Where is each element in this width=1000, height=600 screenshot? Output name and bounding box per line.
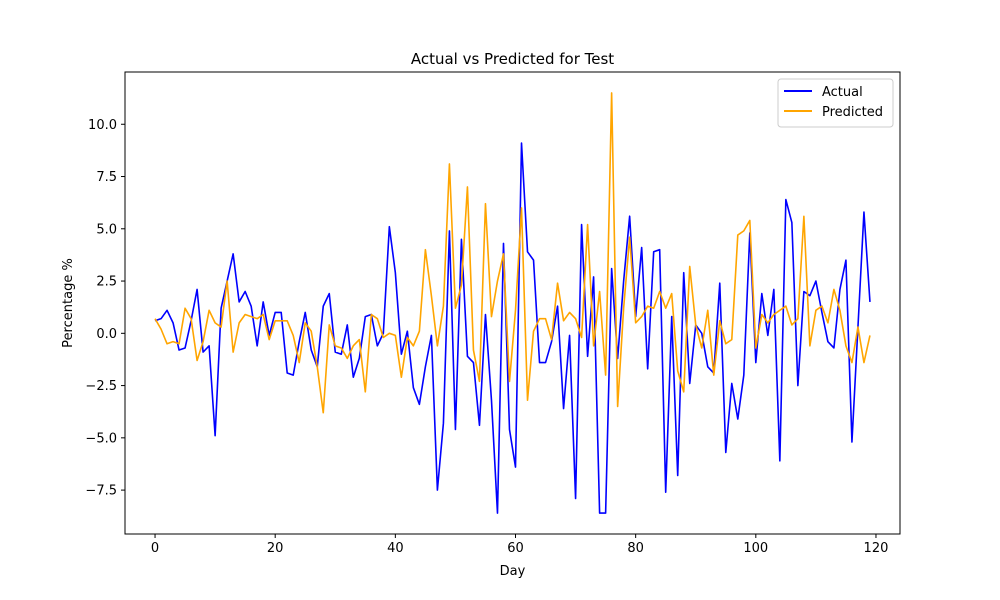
plot-area-frame — [124, 71, 901, 535]
series-layer — [154, 92, 871, 514]
legend: Actual Predicted — [777, 78, 894, 128]
y-axis: −7.5 −5.0 −2.5 0.0 2.5 5.0 7.5 10.0 — [85, 118, 125, 499]
legend-label-predicted: Predicted — [822, 105, 883, 120]
y-tick-label: 5.0 — [96, 222, 117, 237]
x-tick-label: 100 — [743, 541, 768, 556]
y-tick-label: −7.5 — [85, 484, 117, 499]
series-line-predicted — [154, 92, 871, 414]
x-tick-label: 20 — [267, 541, 284, 556]
y-tick-label: 7.5 — [96, 170, 117, 185]
x-tick-label: 80 — [627, 541, 644, 556]
x-axis-label: Day — [500, 564, 526, 579]
y-tick-label: −5.0 — [85, 431, 117, 446]
chart-title: Actual vs Predicted for Test — [411, 50, 614, 68]
x-axis: 0 20 40 60 80 100 120 — [151, 534, 888, 556]
y-axis-label: Percentage % — [61, 258, 76, 348]
y-tick-label: 10.0 — [88, 118, 117, 133]
x-tick-label: 60 — [507, 541, 524, 556]
y-tick-label: −2.5 — [85, 379, 117, 394]
legend-label-actual: Actual — [822, 85, 863, 100]
x-tick-label: 0 — [151, 541, 159, 556]
y-tick-label: 0.0 — [96, 327, 117, 342]
y-tick-label: 2.5 — [96, 275, 117, 290]
x-tick-label: 120 — [864, 541, 889, 556]
x-tick-label: 40 — [387, 541, 404, 556]
